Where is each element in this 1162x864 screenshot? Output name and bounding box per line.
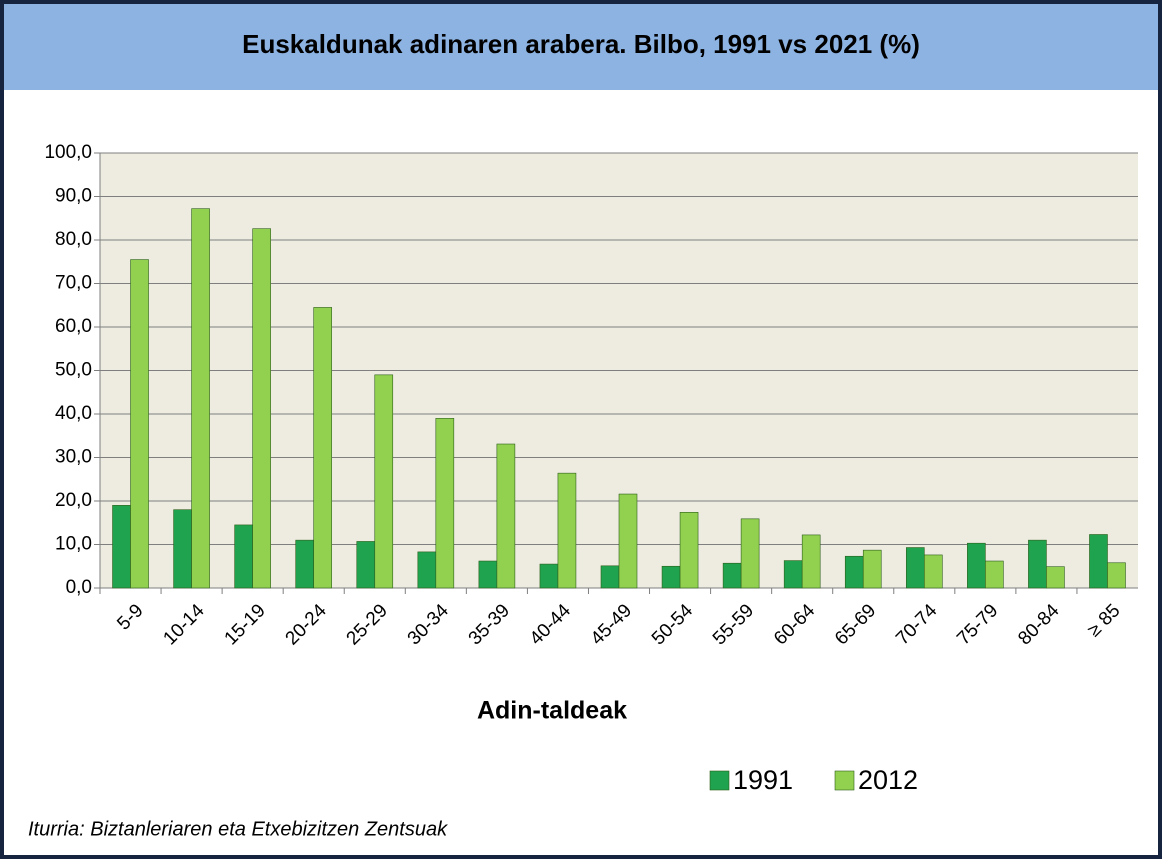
y-tick-label: 20,0 bbox=[55, 490, 92, 511]
y-tick-label: 40,0 bbox=[55, 403, 92, 424]
y-tick-label: 80,0 bbox=[55, 229, 92, 250]
y-tick-label: 30,0 bbox=[55, 447, 92, 468]
bar bbox=[985, 560, 1004, 589]
bar bbox=[661, 565, 681, 589]
bar bbox=[173, 509, 192, 589]
bar bbox=[417, 551, 437, 589]
bar bbox=[618, 493, 638, 589]
bar bbox=[844, 555, 864, 589]
bar bbox=[600, 565, 620, 589]
legend-label: 1991 bbox=[733, 765, 793, 795]
bar bbox=[783, 560, 803, 589]
bar bbox=[1028, 539, 1047, 589]
y-tick-label: 50,0 bbox=[55, 360, 92, 381]
legend-swatch bbox=[834, 770, 855, 791]
bar bbox=[252, 228, 271, 589]
bar bbox=[112, 505, 131, 589]
bar bbox=[191, 208, 210, 589]
bar bbox=[356, 541, 376, 589]
y-tick-label: 60,0 bbox=[55, 316, 92, 337]
bar bbox=[740, 518, 760, 589]
bar bbox=[1089, 534, 1108, 589]
x-axis-title: Adin-taldeak bbox=[477, 697, 627, 725]
legend-swatch bbox=[709, 770, 730, 791]
y-tick-label: 0,0 bbox=[66, 577, 92, 598]
bar bbox=[923, 554, 943, 589]
bar bbox=[313, 307, 333, 589]
bar bbox=[435, 418, 455, 589]
bar bbox=[478, 560, 498, 589]
bar bbox=[557, 472, 577, 589]
bar bbox=[967, 542, 986, 589]
source: Iturria: Biztanleriaren eta Etxebizitzen… bbox=[28, 818, 448, 840]
bar bbox=[862, 549, 882, 589]
bar bbox=[295, 539, 315, 589]
bar bbox=[539, 563, 559, 589]
y-tick-label: 70,0 bbox=[55, 273, 92, 294]
chart-title: Euskaldunak adinaren arabera. Bilbo, 199… bbox=[242, 29, 920, 59]
title-band bbox=[4, 4, 1158, 90]
bar bbox=[234, 524, 253, 589]
bar bbox=[801, 534, 821, 589]
legend-label: 2012 bbox=[858, 765, 918, 795]
bar bbox=[722, 562, 742, 589]
y-tick-label: 10,0 bbox=[55, 534, 92, 555]
y-tick-label: 90,0 bbox=[55, 186, 92, 207]
bar bbox=[496, 443, 516, 589]
bar bbox=[374, 374, 394, 589]
bar bbox=[130, 259, 149, 589]
y-tick-label: 100,0 bbox=[44, 142, 92, 163]
bar bbox=[679, 512, 699, 589]
bar bbox=[1046, 566, 1065, 589]
bar bbox=[905, 547, 925, 589]
bar bbox=[1107, 562, 1126, 589]
